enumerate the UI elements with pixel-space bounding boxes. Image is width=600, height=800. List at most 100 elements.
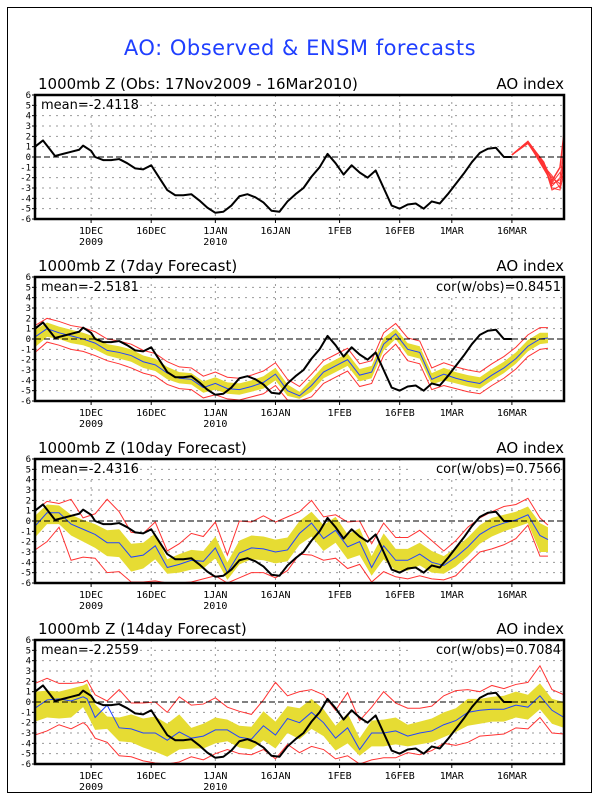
x-tick-label: 1MAR	[440, 771, 465, 782]
y-tick-label: -3	[20, 184, 31, 194]
observed-line	[35, 139, 512, 214]
panel-14day: 1000mb Z (14day Forecast) AO index 6543210…	[20, 620, 566, 793]
correlation-label: cor(w/obs)=0.8451	[436, 280, 561, 295]
x-tick-label: 1JAN	[203, 771, 227, 782]
y-tick-label: -1	[20, 708, 31, 718]
x-tick-label: 1DEC	[79, 408, 103, 419]
x-tick-year-label: 2010	[203, 419, 227, 430]
x-tick-label: 16DEC	[136, 226, 166, 237]
observed-line	[35, 503, 512, 578]
y-tick-label: -2	[20, 356, 31, 366]
x-tick-year-label: 2010	[203, 237, 227, 248]
correlation-label: cor(w/obs)=0.7566	[436, 462, 561, 477]
panel-title: 1000mb Z (7day Forecast)	[38, 257, 237, 275]
panel-obs: 1000mb Z (Obs: 17Nov2009 - 16Mar2010) AO …	[20, 75, 566, 248]
panel-right-label: AO index	[496, 257, 564, 275]
y-tick-label: -1	[20, 345, 31, 355]
panel-right-label: AO index	[496, 439, 564, 457]
panel-title: 1000mb Z (10day Forecast)	[38, 439, 247, 457]
y-tick-label: 2	[26, 132, 31, 142]
y-tick-label: -4	[20, 194, 31, 204]
mean-label: mean=-2.2559	[41, 643, 139, 658]
y-tick-label: 5	[26, 101, 31, 111]
y-tick-label: -5	[20, 387, 31, 397]
y-tick-label: 2	[26, 496, 31, 506]
correlation-label: cor(w/obs)=0.7084	[436, 643, 561, 658]
y-tick-label: -2	[20, 719, 31, 729]
x-tick-label: 16DEC	[136, 771, 166, 782]
panel-10day: 1000mb Z (10day Forecast) AO index 6543210…	[20, 439, 566, 612]
mean-label-bg	[38, 643, 120, 657]
x-tick-label: 1MAR	[440, 226, 465, 237]
panel-right-label: AO index	[496, 75, 564, 93]
x-tick-label: 16JAN	[260, 590, 290, 601]
ensemble-member-line	[511, 141, 564, 190]
y-tick-label: -6	[20, 397, 31, 407]
y-tick-label: 4	[26, 476, 31, 486]
ensemble-mean-line	[35, 695, 564, 751]
y-tick-label: 0	[26, 153, 31, 163]
observed-line	[35, 321, 512, 396]
y-tick-label: 4	[26, 294, 31, 304]
x-tick-label: 1FEB	[328, 590, 352, 601]
ensemble-range-line-spread-lo	[35, 524, 548, 583]
ensemble-mean-line	[35, 512, 549, 574]
y-tick-label: -4	[20, 739, 31, 749]
x-tick-label: 16JAN	[260, 226, 290, 237]
y-tick-label: 6	[26, 636, 31, 646]
y-tick-label: -3	[20, 729, 31, 739]
y-tick-label: -6	[20, 760, 31, 770]
mean-label: mean=-2.4316	[41, 462, 139, 477]
x-tick-label: 1MAR	[440, 590, 465, 601]
y-tick-label: -4	[20, 558, 31, 568]
x-tick-year-label: 2009	[79, 782, 103, 793]
ensemble-range-line-spread-hi	[35, 497, 549, 557]
y-tick-label: -6	[20, 579, 31, 589]
observed-line	[35, 684, 512, 759]
x-tick-label: 1DEC	[79, 590, 103, 601]
x-tick-label: 16FEB	[385, 226, 415, 237]
x-tick-label: 16MAR	[497, 226, 528, 237]
x-tick-label: 1FEB	[328, 226, 352, 237]
x-tick-label: 1MAR	[440, 408, 465, 419]
panel-7day: 1000mb Z (7day Forecast) AO index6543210-…	[20, 257, 566, 430]
x-tick-label: 1JAN	[203, 590, 227, 601]
ensemble-spread-band	[35, 683, 564, 757]
y-tick-label: 1	[26, 325, 31, 335]
y-tick-label: -3	[20, 366, 31, 376]
y-tick-label: -4	[20, 376, 31, 386]
cor-label-bg	[412, 280, 561, 294]
y-tick-label: 4	[26, 112, 31, 122]
y-tick-label: -1	[20, 527, 31, 537]
plot-area	[35, 497, 549, 583]
x-tick-label: 1DEC	[79, 771, 103, 782]
ensemble-spread-band	[35, 322, 548, 399]
ensemble-range-line-spread-hi	[35, 664, 564, 722]
x-tick-label: 16JAN	[260, 771, 290, 782]
mean-label-bg	[38, 462, 120, 476]
ensemble-member-line	[511, 140, 564, 185]
y-tick-label: -5	[20, 205, 31, 215]
y-tick-label: 1	[26, 143, 31, 153]
y-tick-label: 5	[26, 283, 31, 293]
mean-label: mean=-2.4118	[41, 98, 139, 113]
y-tick-label: 6	[26, 91, 31, 101]
x-tick-year-label: 2010	[203, 782, 227, 793]
plot-area	[35, 317, 549, 401]
x-tick-label: 16MAR	[497, 408, 528, 419]
y-tick-label: 1	[26, 688, 31, 698]
x-tick-label: 16FEB	[385, 771, 415, 782]
x-tick-label: 1FEB	[328, 771, 352, 782]
y-tick-label: 0	[26, 517, 31, 527]
y-tick-label: 3	[26, 304, 31, 314]
y-tick-label: 2	[26, 677, 31, 687]
x-tick-label: 1DEC	[79, 226, 103, 237]
x-tick-year-label: 2010	[203, 601, 227, 612]
figure-title: AO: Observed & ENSM forecasts	[123, 36, 477, 60]
y-tick-label: 1	[26, 507, 31, 517]
y-tick-label: -2	[20, 538, 31, 548]
cor-label-bg	[412, 462, 561, 476]
y-tick-label: 3	[26, 122, 31, 132]
x-tick-year-label: 2009	[79, 601, 103, 612]
